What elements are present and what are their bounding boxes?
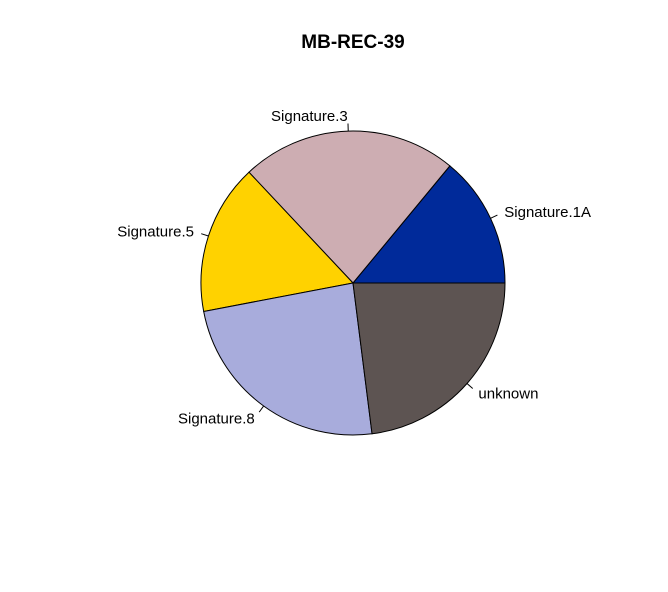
pie-slices xyxy=(201,131,505,435)
pie-slice-label: Signature.5 xyxy=(117,223,194,240)
pie-label-tick xyxy=(259,406,263,412)
pie-slice-label: Signature.8 xyxy=(178,410,255,427)
pie-slice-label: Signature.3 xyxy=(271,108,348,125)
pie-slice-unknown xyxy=(353,283,505,434)
pie-label-tick xyxy=(467,384,473,389)
pie-slice-label: Signature.1A xyxy=(504,204,591,221)
pie-label-tick xyxy=(491,215,498,218)
pie-label-tick xyxy=(201,234,208,236)
pie-slice-label: unknown xyxy=(478,386,538,403)
chart-title: MB-REC-39 xyxy=(301,32,404,53)
